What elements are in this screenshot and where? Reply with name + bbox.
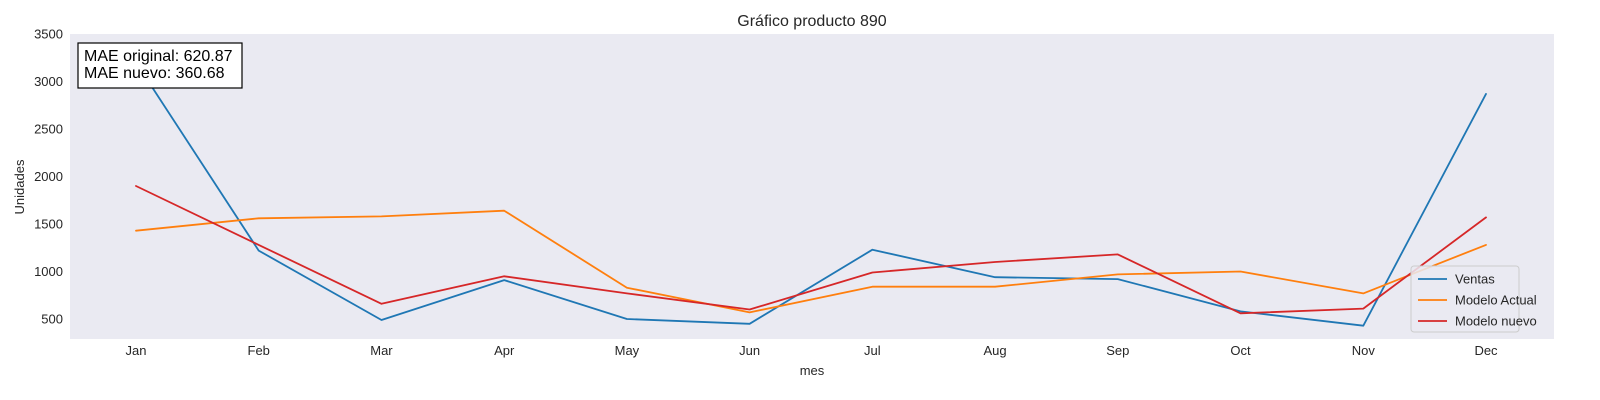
x-axis-ticks: Jan Feb Mar Apr May Jun Jul Aug Sep Oct Nov Dec [126,343,1499,358]
y-tick-label: 3500 [34,27,63,42]
series-line-ventas [135,61,1487,327]
x-tick-label: Jul [864,343,881,358]
x-axis-label: mes [800,363,825,378]
x-tick-label: Sep [1106,343,1129,358]
legend-frame [1410,265,1520,333]
y-tick-label: 3000 [34,74,63,89]
legend-label: Ventas [1455,272,1495,287]
series-line-modelo-nuevo [135,185,1487,315]
plot-area [70,34,1554,339]
legend-label: Modelo Actual [1455,293,1537,308]
y-tick-label: 1500 [34,217,63,232]
legend-label: Modelo nuevo [1455,314,1537,329]
x-tick-label: Apr [494,343,515,358]
y-tick-label: 1000 [34,264,63,279]
y-axis-label: Unidades [12,159,27,214]
series-line-modelo-actual [135,209,1487,314]
x-tick-label: Nov [1352,343,1376,358]
annotation-box [77,42,243,89]
x-tick-label: Oct [1230,343,1251,358]
x-tick-label: Feb [248,343,270,358]
x-tick-label: May [615,343,640,358]
y-tick-label: 2000 [34,169,63,184]
x-tick-label: Aug [984,343,1007,358]
y-tick-label: 2500 [34,122,63,137]
x-tick-label: Mar [370,343,393,358]
annotation-line-mae-nuevo: MAE nuevo: 360.68 [84,65,225,82]
x-tick-label: Jun [739,343,760,358]
mae-annotation: MAE original: 620.87 MAE nuevo: 360.68 [77,42,243,89]
x-tick-label: Jan [126,343,147,358]
annotation-line-mae-original: MAE original: 620.87 [84,48,233,65]
y-axis-ticks: 500 1000 1500 2000 2500 3000 3500 [34,27,63,327]
x-tick-label: Dec [1474,343,1498,358]
series-layer [135,61,1487,327]
chart-title: Gráfico producto 890 [737,13,887,30]
y-tick-label: 500 [41,312,63,327]
legend: Ventas Modelo Actual Modelo nuevo [1410,265,1537,333]
